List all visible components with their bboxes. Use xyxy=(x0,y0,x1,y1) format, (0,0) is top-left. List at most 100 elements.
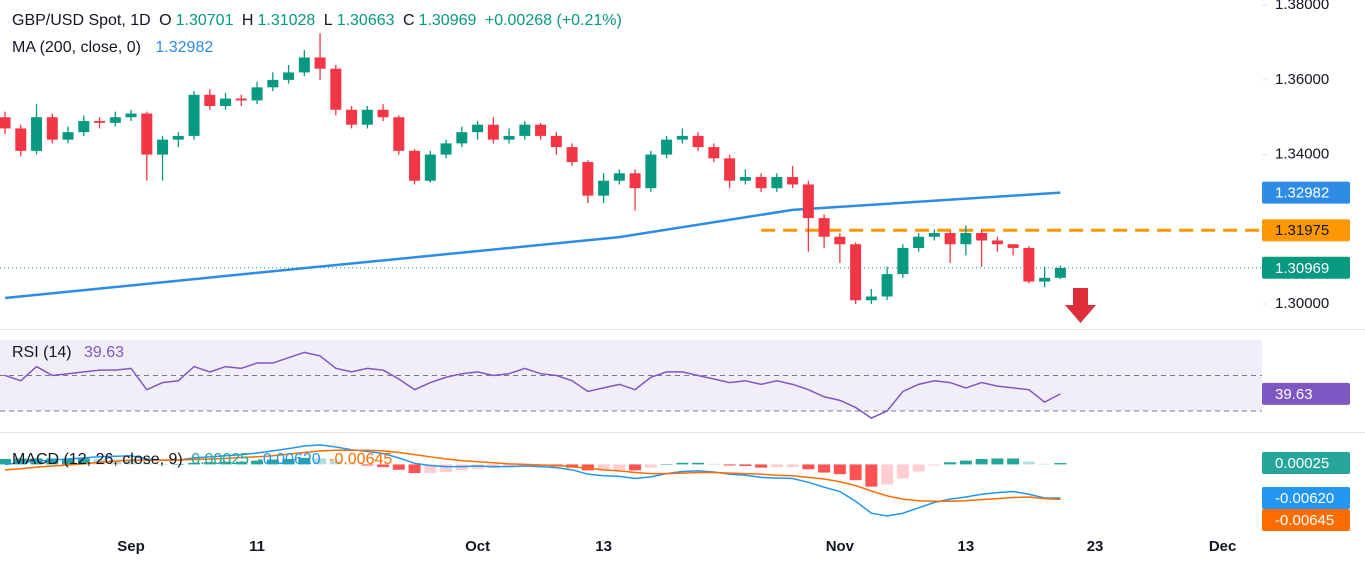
rsi-legend: RSI (14) 39.63 xyxy=(12,344,128,362)
candle-body xyxy=(1039,277,1051,282)
candle-body xyxy=(787,176,799,185)
histogram-bar xyxy=(46,458,59,465)
histogram-bar xyxy=(424,464,437,474)
histogram-bar xyxy=(345,463,358,465)
candle-body xyxy=(818,218,830,237)
price-badge xyxy=(1262,256,1350,279)
histogram-bar xyxy=(455,464,468,471)
candle-body xyxy=(897,247,909,275)
histogram-bar xyxy=(581,464,594,471)
histogram-bar xyxy=(786,464,799,468)
candle-body xyxy=(94,120,106,123)
histogram-bar xyxy=(377,464,390,468)
candle-body xyxy=(1054,267,1066,278)
y-tick-label: 1.38000 xyxy=(1275,0,1329,13)
histogram-bar xyxy=(188,462,201,465)
change-text: +0.00268 (+0.21%) xyxy=(484,12,622,29)
candle-body xyxy=(125,113,137,118)
histogram-bar xyxy=(755,464,768,468)
ohlc-value: 1.30969 xyxy=(418,12,477,29)
badge-label: 0.00025 xyxy=(1275,455,1329,472)
candle-body xyxy=(393,117,405,151)
down-arrow xyxy=(1065,288,1096,323)
candle-body xyxy=(676,135,688,140)
candle-body xyxy=(850,244,862,301)
price-badge xyxy=(1262,219,1350,242)
candle-body xyxy=(109,117,121,123)
arrow-head xyxy=(1065,305,1096,323)
histogram-bar xyxy=(896,464,909,479)
histogram-bar xyxy=(77,458,90,465)
rsi-line xyxy=(4,351,1061,419)
candle-body xyxy=(519,124,531,136)
ma-legend: MA (200, close, 0) 1.32982 xyxy=(12,39,217,57)
rsi-title: RSI (14) xyxy=(12,344,72,361)
histogram-bar xyxy=(219,461,232,465)
ohlc-value: 1.31028 xyxy=(257,12,316,29)
candle-body xyxy=(15,128,27,151)
histogram-bar xyxy=(62,458,75,465)
histogram-bar xyxy=(881,464,894,485)
badge-label: 1.30969 xyxy=(1275,260,1329,277)
histogram-bar xyxy=(203,462,216,465)
candle-body xyxy=(456,132,468,144)
price-legend: GBP/USD Spot, 1D O 1.30701 H 1.31028 L 1.30… xyxy=(12,12,626,30)
macd-title: MACD (12, 26, close, 9) xyxy=(12,451,183,468)
candle-body xyxy=(503,135,515,140)
histogram-bar xyxy=(282,458,295,465)
candle-body xyxy=(755,176,767,189)
candle-body xyxy=(235,98,247,101)
candle-body xyxy=(487,124,499,140)
candle-body xyxy=(550,135,562,148)
candle-body xyxy=(409,150,421,181)
candle-body xyxy=(251,87,263,101)
histogram-bar xyxy=(928,464,941,466)
histogram-bar xyxy=(140,463,153,465)
candle-body xyxy=(724,158,736,181)
badge-label: 39.63 xyxy=(1275,386,1313,403)
histogram-bar xyxy=(172,464,185,465)
candle-body xyxy=(991,240,1003,245)
x-tick-label: 23 xyxy=(1087,538,1104,555)
candle-body xyxy=(46,117,58,140)
candle-body xyxy=(78,120,90,133)
histogram-bar xyxy=(109,459,122,465)
badge-label: 1.32982 xyxy=(1275,185,1329,202)
ohlc-label: O xyxy=(159,12,172,29)
candle-body xyxy=(944,233,956,245)
histogram-bar xyxy=(739,464,752,467)
histogram-bar xyxy=(597,464,610,471)
candle-body xyxy=(881,274,893,297)
candle-body xyxy=(692,135,704,148)
candle-body xyxy=(157,139,169,155)
histogram-bar xyxy=(518,464,531,467)
signal-value: -0.00645 xyxy=(329,451,393,468)
candle-body xyxy=(928,233,940,237)
candle-body xyxy=(472,124,484,133)
histogram-bar xyxy=(818,464,831,473)
histogram-bar xyxy=(912,464,925,472)
y-tick-label: 1.36000 xyxy=(1275,71,1329,88)
candle-body xyxy=(314,57,326,69)
candle-body xyxy=(976,233,988,241)
candle-body xyxy=(535,124,547,136)
ohlc-label: L xyxy=(323,12,333,29)
histogram-bar xyxy=(692,462,705,465)
macd-legend: MACD (12, 26, close, 9) 0.00025 -0.00620… xyxy=(12,451,396,469)
x-tick-label: 11 xyxy=(249,538,265,555)
signal-line xyxy=(4,449,1061,503)
histogram-bar xyxy=(629,464,642,471)
candle-body xyxy=(708,147,720,159)
candle-body xyxy=(1023,247,1035,282)
histogram-bar xyxy=(802,464,815,470)
hist-value: 0.00025 xyxy=(191,451,250,468)
candle-body xyxy=(865,296,877,301)
rsi-value: 39.63 xyxy=(84,344,125,361)
histogram-bar xyxy=(865,464,878,487)
ohlc-label: H xyxy=(241,12,254,29)
candle-body xyxy=(188,94,200,136)
candle-body xyxy=(661,139,673,155)
histogram-bar xyxy=(298,457,311,465)
symbol-title: GBP/USD Spot, 1D xyxy=(12,12,151,29)
price-badge xyxy=(1262,487,1350,510)
